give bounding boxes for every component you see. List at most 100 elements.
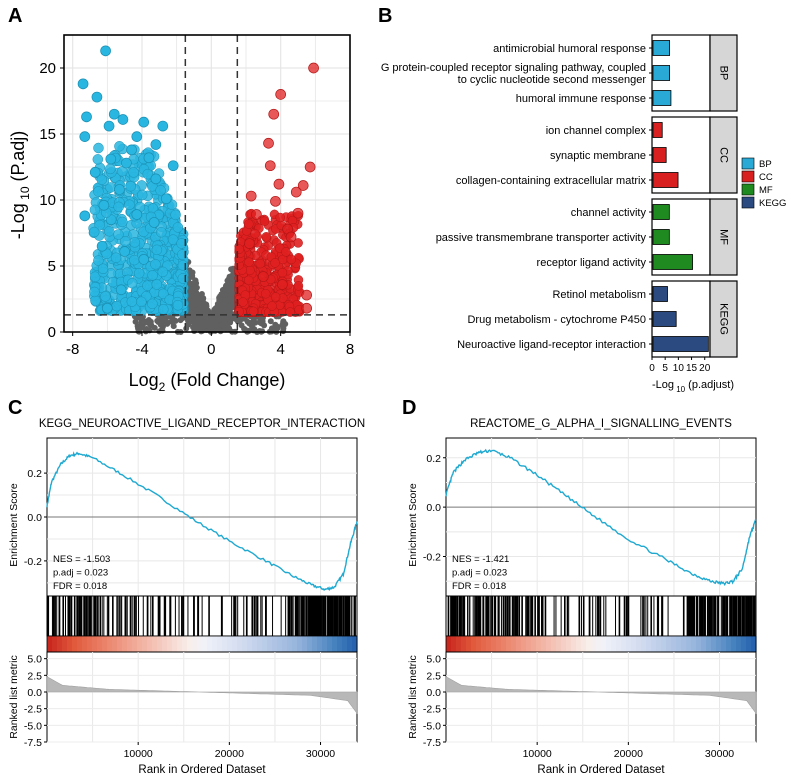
volcano-point-down bbox=[89, 271, 101, 283]
gsea-rank-color-cell bbox=[636, 636, 642, 652]
gsea-rank-color-cell bbox=[516, 636, 522, 652]
volcano-point-up bbox=[275, 89, 287, 100]
volcano-point-up bbox=[245, 190, 257, 202]
volcano-point-down bbox=[117, 114, 129, 125]
gsea-metric-tick-label: -5.0 bbox=[24, 720, 42, 732]
gsea-rank-color-cell bbox=[47, 636, 53, 652]
volcano-point-up bbox=[255, 258, 265, 269]
enrich-facet-label-bp: BP bbox=[718, 66, 730, 81]
gsea-rank-color-cell bbox=[167, 636, 173, 652]
gsea-rank-color-cell bbox=[591, 636, 597, 652]
gsea-rank-color-cell bbox=[606, 636, 612, 652]
volcano-point-down bbox=[150, 139, 162, 150]
gsea-rank-color-cell bbox=[297, 636, 303, 652]
enrich-term-label: G protein-coupled receptor signaling pat… bbox=[381, 62, 646, 74]
volcano-point-ns bbox=[196, 301, 203, 308]
gsea-rank-color-cell bbox=[112, 636, 118, 652]
gsea-rank-color-cell bbox=[87, 636, 93, 652]
enrich-term-label: collagen-containing extracellular matrix bbox=[456, 175, 647, 187]
gsea-rank-color-cell bbox=[471, 636, 477, 652]
gsea-rank-color-cell bbox=[661, 636, 667, 652]
gsea-rank-color-cell bbox=[252, 636, 258, 652]
gsea-rank-color-cell bbox=[586, 636, 592, 652]
enrich-legend-label: BP bbox=[759, 159, 772, 170]
gsea-es-frame bbox=[445, 437, 757, 597]
volcano-point-ns bbox=[211, 318, 218, 325]
enrich-bar bbox=[652, 286, 668, 302]
volcano-point-down bbox=[167, 160, 179, 172]
gsea-metric-area bbox=[46, 676, 358, 715]
volcano-point-down bbox=[176, 238, 187, 249]
gsea-rank-color-cell bbox=[312, 636, 318, 652]
enrich-facet-label-kegg: KEGG bbox=[718, 303, 730, 335]
gsea-x-tick-label: 20000 bbox=[614, 748, 643, 760]
gsea-stat-text: FDR = 0.018 bbox=[452, 581, 506, 592]
enrich-term-label: Retinol metabolism bbox=[552, 289, 646, 301]
gsea-rank-color-cell bbox=[337, 636, 343, 652]
volcano-point-up bbox=[244, 238, 255, 249]
gsea-rank-color-cell bbox=[227, 636, 233, 652]
gsea-rank-color-cell bbox=[611, 636, 617, 652]
volcano-point-down bbox=[126, 277, 138, 289]
volcano-point-down bbox=[160, 193, 172, 205]
gsea-rank-color-cell bbox=[162, 636, 168, 652]
volcano-point-down bbox=[172, 222, 184, 233]
volcano-point-down bbox=[100, 291, 111, 302]
gsea-rank-color-cell bbox=[122, 636, 128, 652]
volcano-point-down bbox=[89, 226, 100, 238]
enrich-term-label: receptor ligand activity bbox=[537, 257, 647, 269]
volcano-point-up bbox=[277, 267, 288, 278]
volcano-point-ns bbox=[206, 321, 213, 328]
gsea-metric-tick-label: 0.0 bbox=[27, 687, 42, 699]
panel-label-c: C bbox=[8, 397, 22, 419]
gsea-metric-tick-label: 2.5 bbox=[426, 670, 441, 682]
gsea-rank-color-cell bbox=[491, 636, 497, 652]
volcano-point-up bbox=[270, 292, 281, 302]
enrich-x-tick-label: 0 bbox=[649, 363, 655, 374]
volcano-point-down bbox=[136, 189, 148, 201]
gsea-rank-color-cell bbox=[197, 636, 203, 652]
gsea-rank-color-cell bbox=[202, 636, 208, 652]
volcano-point-ns bbox=[192, 318, 199, 325]
gsea-metric-tick-label: -2.5 bbox=[24, 704, 42, 716]
gsea-rank-color-cell bbox=[656, 636, 662, 652]
gsea-rank-color-cell bbox=[332, 636, 338, 652]
gsea-rank-color-cell bbox=[581, 636, 587, 652]
gsea-x-tick-label: 30000 bbox=[705, 748, 734, 760]
volcano-x-label: Log2 (Fold Change) bbox=[129, 370, 286, 394]
panel-label-b: B bbox=[378, 5, 392, 27]
gsea-stat-text: NES = -1.503 bbox=[53, 554, 110, 565]
gsea-es-label: Enrichment Score bbox=[407, 483, 419, 567]
gsea-x-label: Rank in Ordered Dataset bbox=[138, 764, 266, 776]
gsea-x-label: Rank in Ordered Dataset bbox=[537, 764, 665, 776]
enrich-bar bbox=[652, 229, 670, 245]
gsea-rank-color-cell bbox=[446, 636, 452, 652]
volcano-point-down bbox=[110, 252, 122, 264]
volcano-x-tick-label: -8 bbox=[66, 341, 79, 358]
volcano-point-ns bbox=[234, 318, 241, 325]
volcano-x-tick-label: 4 bbox=[276, 341, 284, 358]
volcano-point-up bbox=[293, 281, 304, 291]
enrich-facet-strip bbox=[709, 198, 738, 276]
volcano-point-down bbox=[114, 184, 125, 195]
volcano-point-down bbox=[124, 199, 135, 211]
gsea-x-tick-label: 10000 bbox=[523, 748, 552, 760]
volcano-point-down bbox=[105, 163, 116, 175]
gsea-rank-color-cell bbox=[327, 636, 333, 652]
gsea-rank-color-cell bbox=[272, 636, 278, 652]
volcano-point-down bbox=[133, 267, 145, 279]
volcano-point-up bbox=[234, 244, 244, 254]
enrich-term-label: synaptic membrane bbox=[550, 150, 646, 162]
enrich-facet-strip bbox=[709, 34, 738, 112]
gsea-rank-color-cell bbox=[52, 636, 58, 652]
volcano-point-up bbox=[244, 219, 254, 229]
gsea-rank-color-cell bbox=[646, 636, 652, 652]
volcano-y-label: -Log 10 (P.adj) bbox=[8, 131, 32, 239]
volcano-point-ns bbox=[177, 317, 184, 324]
gsea-rank-color-cell bbox=[466, 636, 472, 652]
volcano-point-ns bbox=[222, 320, 229, 327]
gsea-es-tick-label: 0.2 bbox=[426, 453, 441, 465]
gsea-rank-color-cell bbox=[347, 636, 353, 652]
volcano-point-ns bbox=[227, 316, 234, 323]
volcano-point-ns bbox=[250, 317, 257, 324]
